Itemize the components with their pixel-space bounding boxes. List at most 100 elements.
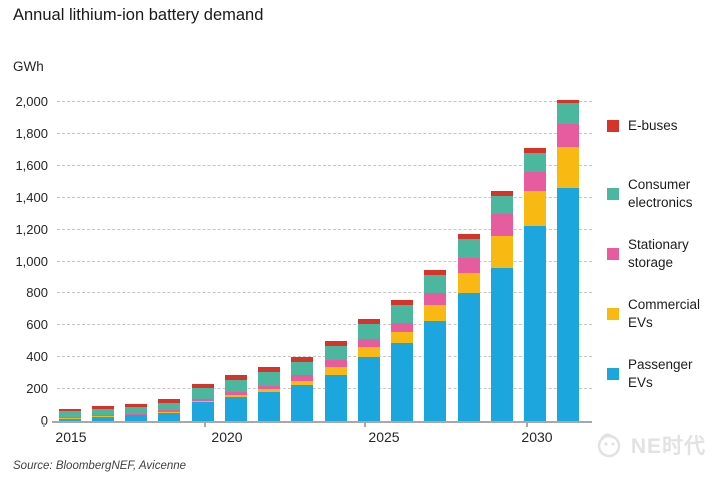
bar-2021	[258, 102, 280, 421]
bar-2019-segment-stationary-storage	[191, 398, 214, 401]
bar-2024-segment-consumer-electronics	[357, 323, 380, 339]
x-tick-2025	[364, 423, 366, 427]
bar-2030-segment-passenger-evs	[557, 188, 580, 421]
legend-label-passenger-evs: Passenger EVs	[628, 357, 693, 390]
bar-2017-segment-stationary-storage	[125, 413, 147, 415]
legend-label-stationary-storage: Stationary storage	[628, 237, 689, 270]
x-tick-2015	[43, 423, 45, 427]
source-note: Source: BloombergNEF, Avicenne	[13, 460, 187, 472]
y-tick-label-2000: 2,000	[15, 94, 48, 109]
bar-2019-segment-consumer-electronics	[191, 388, 214, 399]
bar-2024-segment-commercial-evs	[357, 346, 380, 358]
y-tick-label-600: 600	[26, 317, 48, 333]
x-tick-2030	[526, 423, 528, 427]
legend-item-passenger-evs: Passenger EVs	[607, 356, 712, 392]
bar-2028-segment-stationary-storage	[490, 214, 513, 236]
bar-2028	[490, 102, 513, 421]
bar-2016-segment-e-buses	[91, 406, 114, 409]
bar-2015	[58, 102, 81, 421]
bar-2026-segment-passenger-evs	[424, 320, 447, 421]
bar-2025-segment-stationary-storage	[391, 323, 413, 332]
bar-2028-segment-passenger-evs	[490, 267, 513, 421]
bar-2023-segment-stationary-storage	[324, 359, 347, 368]
bar-2027-segment-passenger-evs	[457, 293, 480, 421]
bar-2020-segment-commercial-evs	[224, 394, 247, 398]
x-tick-label-2015: 2015	[55, 429, 87, 445]
bar-2026-segment-stationary-storage	[424, 293, 447, 306]
legend-item-consumer-electronics: Consumer electronics	[607, 176, 712, 212]
x-tick-label-2025: 2025	[368, 429, 400, 445]
bar-2021-segment-e-buses	[258, 367, 280, 373]
bar-2018-segment-passenger-evs	[158, 412, 181, 421]
bar-2017-segment-passenger-evs	[125, 414, 147, 421]
bar-2027	[457, 102, 480, 421]
legend-item-commercial-evs: Commercial EVs	[607, 296, 712, 332]
bar-2027-segment-stationary-storage	[457, 257, 480, 274]
bar-2017-segment-e-buses	[125, 403, 147, 407]
y-axis-tick-labels: 0 200 400 600 800 1,000 1,200 1,400 1,600 1,800 2,…	[0, 94, 48, 428]
bar-2019-segment-passenger-evs	[191, 401, 214, 421]
bar-2029-segment-stationary-storage	[524, 172, 546, 192]
bar-2025-segment-passenger-evs	[391, 342, 413, 421]
y-tick-label-1200: 1,200	[15, 221, 48, 237]
legend-label-consumer-electronics: Consumer electronics	[628, 177, 693, 210]
bar-2020-segment-e-buses	[224, 375, 247, 381]
bar-2019-segment-commercial-evs	[191, 400, 214, 402]
ne-times-logo-icon	[597, 433, 621, 458]
bar-2023-segment-commercial-evs	[324, 367, 347, 375]
bar-2030-segment-commercial-evs	[557, 146, 580, 189]
bar-2020-segment-stationary-storage	[224, 391, 247, 395]
bar-2020-segment-passenger-evs	[224, 397, 247, 421]
bar-2022-segment-commercial-evs	[291, 380, 314, 386]
bar-2022-segment-consumer-electronics	[291, 361, 314, 376]
y-tick-label-1400: 1,400	[15, 189, 48, 205]
x-tick-label-2020: 2020	[211, 429, 243, 445]
x-tick-2020	[204, 423, 206, 427]
bar-2030-segment-e-buses	[557, 100, 580, 104]
bar-2028-segment-commercial-evs	[490, 236, 513, 268]
bar-2021-segment-stationary-storage	[258, 385, 280, 389]
gridline-800	[57, 292, 592, 294]
bar-2023	[324, 102, 347, 421]
gridline-1200	[57, 228, 592, 230]
watermark-text: NE时代	[630, 435, 706, 458]
legend-swatch-e-buses	[607, 120, 619, 132]
bar-2025	[391, 102, 413, 421]
bar-2023-segment-consumer-electronics	[324, 346, 347, 360]
bar-2020-segment-consumer-electronics	[224, 380, 247, 392]
bar-2029	[524, 102, 546, 421]
bar-2030-segment-stationary-storage	[557, 124, 580, 147]
bar-2024-segment-passenger-evs	[357, 357, 380, 421]
gridline-1600	[57, 164, 592, 166]
bar-2018-segment-stationary-storage	[158, 410, 181, 413]
x-tick-label-2030: 2030	[521, 429, 553, 445]
bar-2029-segment-passenger-evs	[524, 226, 546, 421]
gridline-600	[57, 324, 592, 326]
gridline-1400	[57, 196, 592, 198]
bar-2016-segment-passenger-evs	[91, 416, 114, 421]
bar-2030-segment-consumer-electronics	[557, 103, 580, 125]
y-tick-label-1000: 1,000	[15, 253, 48, 269]
bar-2027-segment-consumer-electronics	[457, 239, 480, 258]
bar-2021-segment-consumer-electronics	[258, 372, 280, 386]
legend-label-e-buses: E-buses	[628, 118, 678, 133]
bar-2021-segment-commercial-evs	[258, 388, 280, 392]
bar-2028-segment-e-buses	[490, 190, 513, 196]
bar-2028-segment-consumer-electronics	[490, 195, 513, 215]
bar-2029-segment-e-buses	[524, 148, 546, 154]
bar-2024-segment-stationary-storage	[357, 338, 380, 347]
bar-2030	[557, 100, 580, 421]
bar-2027-segment-e-buses	[457, 234, 480, 240]
bar-2022-segment-e-buses	[291, 357, 314, 362]
bar-2024-segment-e-buses	[357, 318, 380, 324]
bar-2016-segment-consumer-electronics	[91, 408, 114, 416]
chart-title: Annual lithium-ion battery demand	[13, 6, 264, 24]
bar-2027-segment-commercial-evs	[457, 273, 480, 294]
legend-item-e-buses: E-buses	[607, 117, 712, 135]
bar-2018	[158, 102, 181, 421]
bar-2015-segment-passenger-evs	[58, 417, 81, 421]
gridline-1000	[57, 260, 592, 262]
bar-2018-segment-consumer-electronics	[158, 402, 181, 411]
bar-2022	[291, 102, 314, 421]
